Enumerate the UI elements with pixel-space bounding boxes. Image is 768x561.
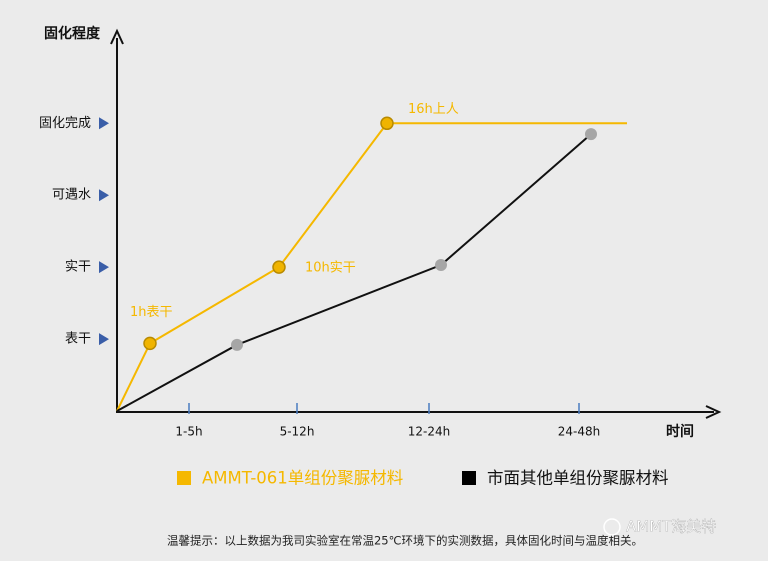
x-tick-label: 12-24h bbox=[408, 425, 450, 439]
series-line bbox=[116, 133, 592, 412]
y-tick-label: 可遇水 bbox=[52, 188, 91, 203]
x-tick-label: 1-5h bbox=[175, 425, 202, 439]
y-tick-mark bbox=[99, 117, 109, 130]
data-point bbox=[272, 260, 286, 274]
watermark: AMMT海美特 bbox=[626, 518, 716, 536]
point-label: 16h上人 bbox=[408, 102, 459, 117]
x-axis-arrow bbox=[705, 405, 722, 419]
legend-label: 市面其他单组份聚脲材料 bbox=[487, 469, 669, 488]
footnote: 温馨提示：以上数据为我司实验室在常温25℃环境下的实测数据，具体固化时间与温度相… bbox=[167, 534, 643, 548]
x-axis-label: 时间 bbox=[666, 423, 694, 440]
data-point bbox=[380, 116, 394, 131]
y-tick-mark bbox=[99, 261, 109, 274]
y-tick-label: 实干 bbox=[65, 260, 91, 275]
data-point bbox=[231, 338, 243, 351]
legend-swatch bbox=[177, 471, 191, 485]
y-axis-label: 固化程度 bbox=[44, 25, 101, 42]
y-tick-mark bbox=[99, 189, 109, 202]
point-label: 10h实干 bbox=[305, 261, 356, 276]
y-tick-label: 固化完成 bbox=[39, 116, 91, 131]
point-label: 1h表干 bbox=[130, 305, 173, 320]
watermark-icon bbox=[603, 518, 621, 536]
legend-label: AMMT-061单组份聚脲材料 bbox=[202, 469, 403, 488]
legend-swatch bbox=[462, 471, 476, 485]
x-tick-label: 5-12h bbox=[280, 425, 315, 439]
x-tick-label: 24-48h bbox=[558, 425, 600, 439]
y-tick-mark bbox=[99, 333, 109, 346]
data-point bbox=[143, 336, 157, 351]
data-point bbox=[435, 258, 447, 271]
y-axis-arrow bbox=[110, 28, 124, 45]
y-tick-label: 表干 bbox=[65, 332, 91, 347]
data-point bbox=[585, 128, 597, 141]
